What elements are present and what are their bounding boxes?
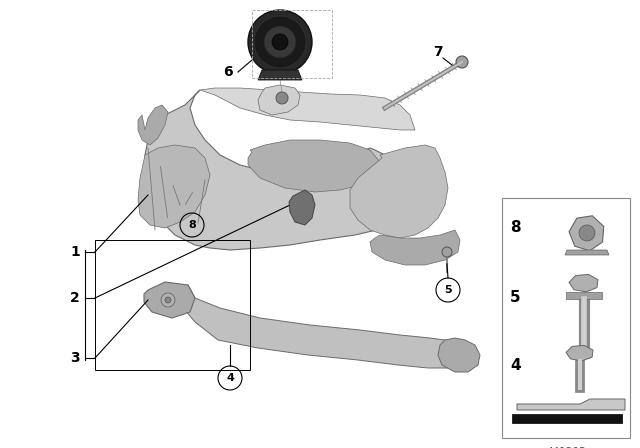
Text: 4: 4	[510, 358, 520, 374]
Text: 1: 1	[70, 245, 80, 259]
Text: 2: 2	[70, 291, 80, 305]
Polygon shape	[145, 90, 430, 250]
Polygon shape	[138, 145, 210, 228]
Text: 441205: 441205	[546, 447, 586, 448]
Text: 4: 4	[226, 373, 234, 383]
Circle shape	[442, 247, 452, 257]
Circle shape	[264, 26, 296, 58]
Circle shape	[272, 34, 288, 50]
Circle shape	[456, 56, 468, 68]
Circle shape	[276, 92, 288, 104]
Polygon shape	[289, 190, 315, 225]
Polygon shape	[350, 145, 448, 238]
Polygon shape	[258, 70, 302, 80]
Polygon shape	[438, 338, 480, 372]
Polygon shape	[370, 230, 460, 265]
Text: 8: 8	[510, 220, 520, 236]
Polygon shape	[569, 274, 598, 292]
Polygon shape	[565, 250, 609, 255]
Polygon shape	[517, 399, 625, 410]
Polygon shape	[258, 85, 300, 115]
Text: 3: 3	[70, 351, 80, 365]
Polygon shape	[566, 345, 593, 361]
Polygon shape	[138, 105, 168, 145]
Text: 7: 7	[433, 45, 443, 59]
Text: 5: 5	[444, 285, 452, 295]
Polygon shape	[182, 285, 452, 368]
Circle shape	[161, 293, 175, 307]
Bar	[512, 414, 622, 423]
Polygon shape	[200, 88, 415, 130]
Circle shape	[254, 16, 306, 68]
Bar	[502, 198, 630, 438]
Circle shape	[579, 225, 595, 241]
Circle shape	[165, 297, 171, 303]
Text: 8: 8	[188, 220, 196, 230]
Polygon shape	[569, 216, 604, 251]
Circle shape	[248, 10, 312, 74]
Text: 5: 5	[510, 290, 520, 306]
Polygon shape	[144, 282, 195, 318]
Polygon shape	[566, 292, 602, 299]
Text: 6: 6	[223, 65, 233, 79]
Polygon shape	[248, 140, 380, 192]
